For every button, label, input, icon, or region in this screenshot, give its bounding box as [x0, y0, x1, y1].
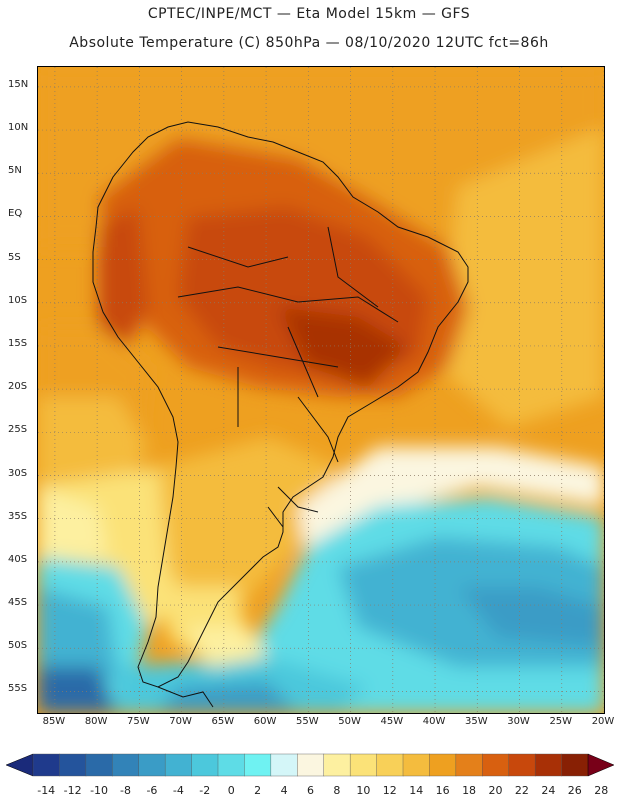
longitude-tick-label: 30W [507, 716, 530, 727]
colorbar-swatch [270, 753, 298, 777]
title-line-1: CPTEC/INPE/MCT — Eta Model 15km — GFS [147, 6, 471, 22]
longitude-tick-label: 20W [591, 716, 615, 727]
colorbar-tick-label: 18 [462, 784, 477, 797]
colorbar-tick-label: -14 [37, 784, 56, 797]
colorbar-tick-label: 28 [594, 784, 609, 797]
colorbar-tick-label: -6 [146, 784, 158, 797]
latitude-tick-label: 20S [8, 381, 28, 393]
latitude-tick-label: 55S [8, 683, 28, 695]
latitude-tick-label: 5N [8, 165, 22, 177]
latitude-tick-label: 5S [8, 251, 21, 263]
latitude-tick-label: 10N [8, 122, 29, 134]
colorbar-tick-label: -2 [199, 784, 211, 797]
longitude-tick-label: 35W [464, 716, 488, 727]
colorbar-swatch [508, 753, 536, 777]
colorbar-tick-label: -12 [63, 784, 82, 797]
colorbar-swatch [217, 753, 245, 777]
latitude-tick-label: 10S [8, 294, 28, 306]
colorbar-tick-label: 16 [435, 784, 450, 797]
colorbar-tick-label: 20 [488, 784, 503, 797]
colorbar-tick-label: 0 [227, 784, 235, 797]
longitude-tick-label: 40W [422, 716, 446, 727]
longitude-tick-label: 60W [253, 716, 277, 727]
colorbar-swatch [349, 753, 378, 777]
colorbar-tick-label: 6 [307, 784, 314, 797]
colorbar-swatch [455, 753, 483, 777]
map-canvas [38, 67, 604, 713]
longitude-tick-label: 75W [127, 716, 150, 727]
title-line-2: Absolute Temperature (C) 850hPa — 08/10/… [69, 35, 549, 51]
colorbar-swatch [191, 753, 219, 777]
latitude-tick-label: EQ [8, 208, 23, 220]
colorbar-swatch [297, 753, 325, 777]
colorbar-under-arrow [5, 753, 34, 777]
latitude-tick-label: 45S [8, 597, 28, 609]
latitude-tick-label: 35S [8, 510, 28, 522]
coastlines [92, 121, 469, 708]
colorbar-swatch [376, 753, 404, 777]
colorbar [5, 753, 615, 777]
temperature-map [37, 66, 605, 714]
longitude-tick-label: 50W [338, 716, 361, 727]
colorbar-tick-label: 14 [409, 784, 424, 797]
longitude-tick-label: 55W [296, 716, 319, 727]
colorbar-tick-label: 8 [333, 784, 341, 797]
longitude-tick-label: 25W [549, 716, 573, 727]
latitude-tick-label: 15N [8, 78, 29, 90]
colorbar-swatch [482, 753, 510, 777]
colorbar-swatch [429, 753, 457, 777]
colorbar-swatch [323, 753, 351, 777]
colorbar-swatch [138, 753, 166, 777]
colorbar-tick-label: 26 [567, 784, 582, 797]
colorbar-swatch [561, 753, 589, 777]
colorbar-tick-label: 24 [541, 784, 556, 797]
colorbar-tick-label: 2 [254, 784, 262, 797]
latitude-tick-label: 30S [8, 467, 28, 479]
colorbar-swatch [32, 753, 60, 777]
colorbar-swatch [402, 753, 430, 777]
colorbar-tick-label: 22 [514, 784, 529, 797]
colorbar-tick-label: -10 [90, 784, 109, 797]
colorbar-tick-label: 4 [280, 784, 288, 797]
longitude-tick-label: 45W [380, 716, 404, 727]
longitude-tick-label: 70W [169, 716, 192, 727]
colorbar-tick-label: -8 [120, 784, 131, 797]
latitude-tick-label: 50S [8, 640, 28, 652]
colorbar-swatch [112, 753, 140, 777]
temperature-shading [38, 67, 604, 713]
colorbar-swatch [164, 753, 193, 777]
longitude-tick-label: 80W [84, 716, 108, 727]
colorbar-swatch [85, 753, 113, 777]
longitude-tick-label: 85W [42, 716, 66, 727]
colorbar-tick-label: -4 [172, 784, 184, 797]
colorbar-tick-label: 12 [382, 784, 397, 797]
latitude-tick-label: 40S [8, 553, 28, 565]
longitude-tick-label: 65W [211, 716, 235, 727]
latitude-tick-label: 25S [8, 424, 28, 436]
colorbar-swatch [534, 753, 563, 777]
latitude-tick-label: 15S [8, 337, 28, 349]
colorbar-swatch [59, 753, 87, 777]
colorbar-tick-label: 10 [356, 784, 371, 797]
colorbar-over-arrow [587, 753, 615, 777]
colorbar-swatch [244, 753, 272, 777]
